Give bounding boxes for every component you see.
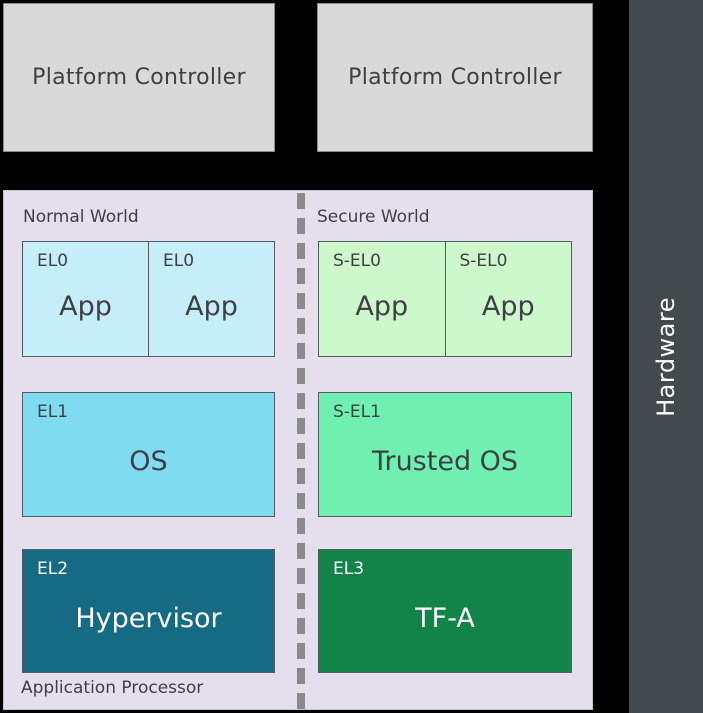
platform-controller-box-left: Platform Controller	[3, 3, 275, 152]
tfa-title: TF-A	[415, 602, 475, 634]
app-box-s-el0-2: S-EL0 App	[444, 241, 572, 357]
exception-level-tag: S-EL0	[459, 251, 508, 271]
platform-controller-box-right: Platform Controller	[317, 3, 593, 152]
platform-controller-label: Platform Controller	[348, 65, 562, 90]
exception-level-tag: EL2	[37, 559, 69, 579]
exception-level-tag: EL3	[333, 559, 365, 579]
exception-level-tag: EL1	[37, 402, 69, 422]
app-title: App	[481, 290, 535, 322]
world-divider-dashed-line	[297, 193, 305, 709]
hardware-label: Hardware	[652, 296, 680, 417]
normal-world-label: Normal World	[23, 207, 139, 227]
app-box-s-el0-1: S-EL0 App	[318, 241, 446, 357]
application-processor-label: Application Processor	[21, 678, 204, 698]
app-box-el0-2: EL0 App	[148, 241, 275, 357]
secure-world-apps-group: S-EL0 App S-EL0 App	[318, 241, 572, 357]
normal-world-apps-group: EL0 App EL0 App	[22, 241, 275, 357]
os-box-s-el1: S-EL1 Trusted OS	[318, 392, 572, 517]
platform-controller-label: Platform Controller	[32, 65, 246, 90]
app-title: App	[59, 290, 112, 322]
exception-level-tag: EL0	[37, 251, 69, 271]
hardware-bar: Hardware	[629, 0, 703, 713]
os-box-el1: EL1 OS	[22, 392, 275, 517]
app-title: App	[355, 290, 409, 322]
os-title: OS	[129, 446, 168, 477]
exception-level-tag: S-EL0	[333, 251, 381, 271]
exception-level-tag: S-EL1	[333, 402, 381, 422]
app-box-el0-1: EL0 App	[22, 241, 149, 357]
app-title: App	[185, 290, 238, 322]
tfa-box-el3: EL3 TF-A	[318, 549, 572, 673]
exception-level-tag: EL0	[163, 251, 195, 271]
secure-world-label: Secure World	[317, 207, 430, 227]
trusted-os-title: Trusted OS	[371, 446, 519, 477]
hypervisor-box-el2: EL2 Hypervisor	[22, 549, 275, 673]
hypervisor-title: Hypervisor	[75, 602, 222, 634]
